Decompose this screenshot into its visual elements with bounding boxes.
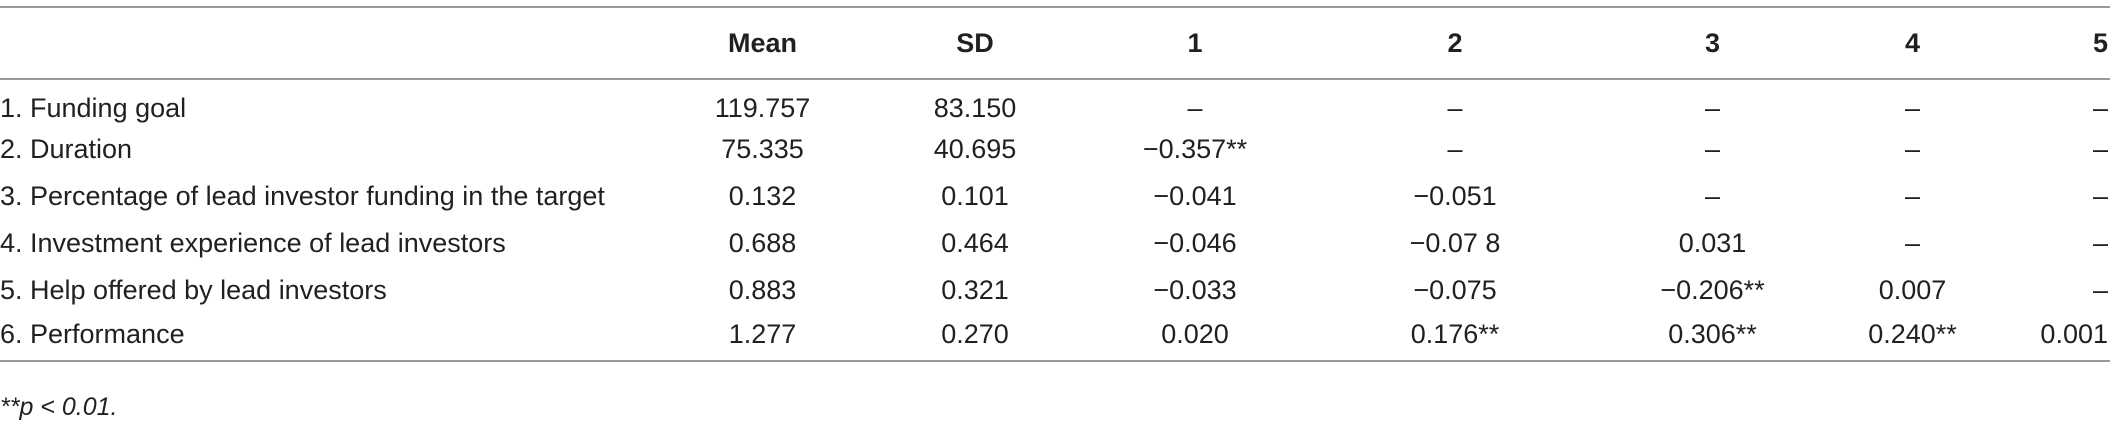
cell-2: −0.07 8	[1409, 228, 1501, 258]
cell-sd: 40.695	[933, 134, 1017, 164]
header-cell-3: 3	[1610, 6, 1815, 80]
cell-mean: 0.132	[728, 181, 797, 211]
cell-5: –	[2092, 92, 2108, 123]
cell-5: –	[2092, 228, 2108, 258]
row-label: 5. Help offered by lead investors	[0, 275, 387, 305]
cell-5: –	[2092, 275, 2108, 305]
cell-sd: 0.101	[941, 181, 1009, 211]
row-label: 3. Percentage of lead investor funding i…	[0, 181, 605, 211]
cell-sd: 0.270	[860, 314, 1090, 362]
cell-mean: 75.335	[721, 134, 804, 164]
correlation-table: Mean SD 1 2 3 4 5 1. Funding goal 119.75…	[0, 6, 2110, 362]
table-row: 4. Investment experience of lead investo…	[0, 220, 2110, 267]
cell-1: −0.033	[1153, 275, 1237, 305]
cell-mean: 1.277	[665, 314, 860, 362]
row-label: 2. Duration	[0, 134, 133, 164]
row-label: 1. Funding goal	[0, 92, 187, 123]
header-cell-4: 4	[1815, 6, 2010, 80]
cell-sd: 0.321	[941, 275, 1009, 305]
cell-1: −0.041	[1153, 181, 1237, 211]
header-cell-sd: SD	[860, 6, 1090, 80]
cell-2: –	[1447, 134, 1463, 164]
cell-5: –	[2092, 181, 2108, 211]
cell-4: –	[1904, 134, 1921, 164]
table-row: 6. Performance 1.277 0.270 0.020 0.176**…	[0, 314, 2110, 362]
cell-3: −0.206**	[1660, 275, 1765, 305]
cell-1: 0.020	[1090, 314, 1300, 362]
cell-3: 0.031	[1678, 228, 1747, 258]
cell-1: −0.046	[1153, 228, 1237, 258]
cell-sd: 83.150	[933, 92, 1017, 123]
cell-3: –	[1704, 92, 1721, 123]
cell-4: 0.007	[1878, 275, 1947, 305]
cell-4: 0.240**	[1815, 314, 2010, 362]
cell-3: –	[1704, 134, 1721, 164]
table-row: 5. Help offered by lead investors 0.883 …	[0, 267, 2110, 314]
header-cell-2: 2	[1300, 6, 1610, 80]
table-footnote: **p < 0.01.	[0, 393, 118, 421]
cell-2: −0.051	[1413, 181, 1497, 211]
cell-4: –	[1904, 92, 1921, 123]
header-cell-label	[0, 6, 665, 80]
cell-2: −0.075	[1413, 275, 1497, 305]
cell-mean: 0.688	[728, 228, 797, 258]
header-cell-1: 1	[1090, 6, 1300, 80]
header-cell-mean: Mean	[665, 6, 860, 80]
cell-mean: 0.883	[728, 275, 797, 305]
cell-5: 0.001	[2010, 314, 2110, 362]
row-label: 6. Performance	[0, 314, 665, 362]
cell-mean: 119.757	[714, 92, 811, 123]
cell-1: −0.357**	[1142, 134, 1248, 164]
table-row: 3. Percentage of lead investor funding i…	[0, 173, 2110, 220]
table-header-row: Mean SD 1 2 3 4 5	[0, 6, 2110, 80]
cell-3: 0.306**	[1610, 314, 1815, 362]
cell-sd: 0.464	[941, 228, 1009, 258]
table-row: 1. Funding goal 119.757 83.150 – – – – –	[0, 79, 2110, 126]
cell-2: –	[1447, 92, 1463, 123]
cell-3: –	[1704, 181, 1721, 211]
cell-5: –	[2092, 134, 2108, 164]
row-label: 4. Investment experience of lead investo…	[0, 228, 506, 258]
table-row: 2. Duration 75.335 40.695 −0.357** – – –…	[0, 126, 2110, 173]
cell-1: –	[1187, 92, 1203, 123]
header-cell-5: 5	[2010, 6, 2110, 80]
cell-2: 0.176**	[1300, 314, 1610, 362]
cell-4: –	[1904, 181, 1921, 211]
cell-4: –	[1904, 228, 1921, 258]
